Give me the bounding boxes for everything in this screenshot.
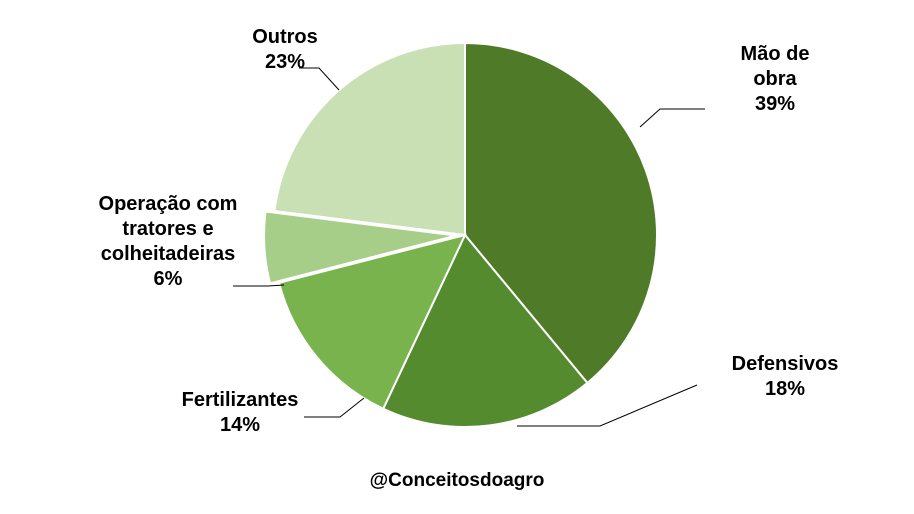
pie-slices	[264, 43, 657, 427]
pie-slice-label: Mão de obra 39%	[690, 42, 860, 117]
chart-stage: Mão de obra 39% Defensivos 18% Fertilizant…	[0, 0, 914, 514]
pie-slice-label: Outros 23%	[215, 25, 355, 75]
pie-slice-label: Defensivos 18%	[700, 352, 870, 402]
pie-slice-label: Operação com tratores e colheitadeiras 6…	[68, 192, 268, 292]
chart-attribution: @Conceitosdoagro	[0, 470, 914, 492]
pie-slice-label: Fertilizantes 14%	[150, 388, 330, 438]
